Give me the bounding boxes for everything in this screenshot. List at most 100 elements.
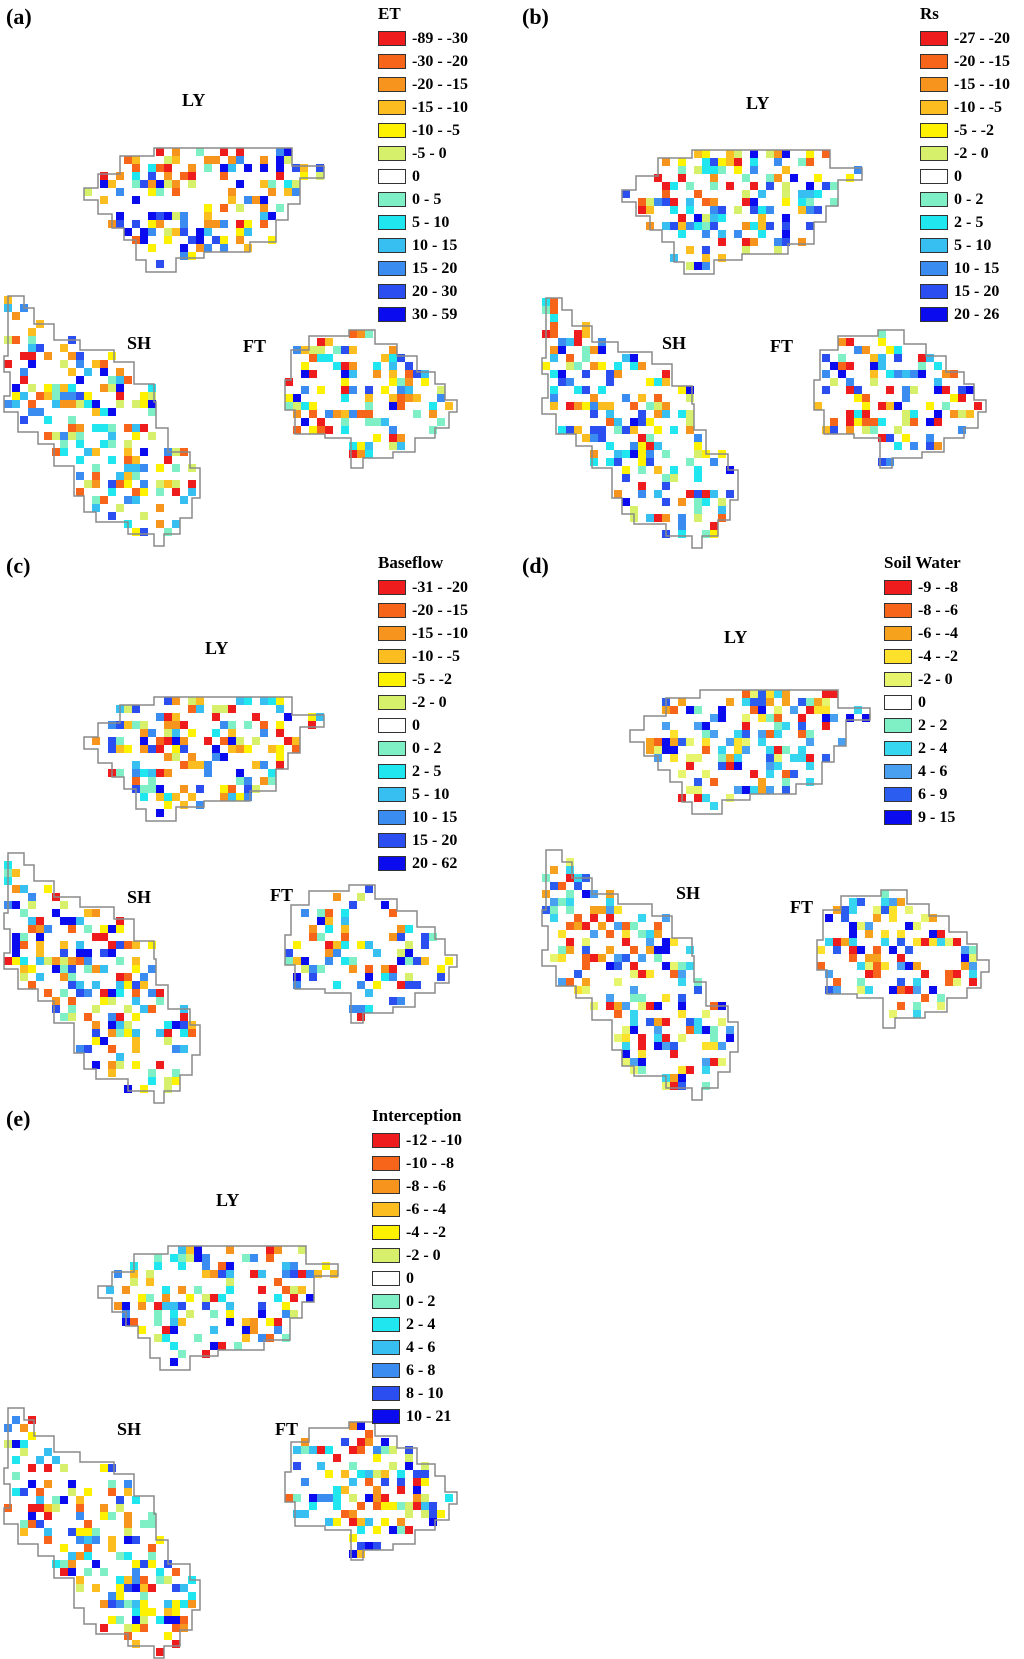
raster-cell	[622, 450, 630, 458]
legend-swatch	[378, 146, 406, 161]
raster-cell	[228, 188, 236, 196]
legend-item: -15 - -10	[920, 73, 1010, 96]
raster-cell	[140, 769, 148, 777]
raster-cell	[654, 930, 662, 938]
raster-cell	[718, 230, 726, 238]
raster-cell	[614, 978, 622, 986]
basin-outline	[813, 329, 987, 469]
raster-cell	[156, 148, 164, 156]
legend-range-label: -2 - 0	[412, 693, 447, 711]
raster-cell	[148, 1544, 156, 1552]
legend-swatch	[378, 672, 406, 687]
basin-outline	[541, 297, 739, 549]
raster-cell	[172, 713, 180, 721]
raster-cell	[284, 148, 292, 156]
raster-cell	[293, 426, 301, 434]
raster-cell	[598, 362, 606, 370]
raster-cell	[606, 402, 614, 410]
raster-cell	[188, 753, 196, 761]
legend-item: 0	[884, 691, 961, 714]
raster-cell	[929, 914, 937, 922]
raster-cell	[718, 754, 726, 762]
raster-cell	[574, 386, 582, 394]
raster-cell	[662, 450, 670, 458]
raster-cell	[300, 164, 308, 172]
raster-cell	[846, 362, 854, 370]
raster-cell	[694, 794, 702, 802]
raster-cell	[306, 1294, 314, 1302]
raster-cell	[833, 978, 841, 986]
raster-cell	[953, 970, 961, 978]
raster-cell	[758, 214, 766, 222]
raster-cell	[228, 721, 236, 729]
raster-cell	[558, 978, 566, 986]
legend-range-label: 4 - 6	[918, 762, 948, 780]
raster-cell	[268, 188, 276, 196]
raster-cell	[654, 1026, 662, 1034]
raster-cell	[301, 1446, 309, 1454]
raster-cell	[926, 402, 934, 410]
raster-cell	[686, 706, 694, 714]
raster-cell	[196, 244, 204, 252]
raster-cell	[108, 424, 116, 432]
raster-cell	[686, 1026, 694, 1034]
raster-cell	[92, 933, 100, 941]
raster-cell	[702, 490, 710, 498]
raster-cell	[84, 188, 92, 196]
raster-cell	[381, 973, 389, 981]
raster-cell	[202, 1294, 210, 1302]
raster-cell	[212, 156, 220, 164]
raster-cell	[220, 220, 228, 228]
raster-cell	[36, 344, 44, 352]
raster-cell	[116, 989, 124, 997]
raster-cell	[582, 346, 590, 354]
raster-cell	[325, 1518, 333, 1526]
raster-cell	[258, 1270, 266, 1278]
raster-cell	[84, 1045, 92, 1053]
raster-cell	[108, 1021, 116, 1029]
raster-cell	[854, 418, 862, 426]
raster-cell	[790, 754, 798, 762]
raster-cell	[341, 370, 349, 378]
raster-cell	[758, 778, 766, 786]
raster-cell	[164, 1576, 172, 1584]
raster-cell	[921, 970, 929, 978]
legend-range-label: -5 - -2	[412, 670, 452, 688]
legend-range-label: 20 - 30	[412, 282, 458, 300]
raster-cell	[373, 1526, 381, 1534]
raster-cell	[806, 698, 814, 706]
raster-cell	[140, 1616, 148, 1624]
raster-cell	[654, 946, 662, 954]
raster-cell	[156, 488, 164, 496]
raster-cell	[76, 456, 84, 464]
raster-cell	[12, 885, 20, 893]
raster-cell	[210, 1342, 218, 1350]
raster-cell	[630, 418, 638, 426]
raster-cell	[108, 440, 116, 448]
raster-cell	[204, 761, 212, 769]
basin-outline	[284, 1421, 458, 1561]
raster-cell	[132, 1576, 140, 1584]
raster-cell	[429, 426, 437, 434]
raster-cell	[293, 394, 301, 402]
raster-cell	[582, 978, 590, 986]
raster-cell	[606, 994, 614, 1002]
raster-cell	[124, 721, 132, 729]
raster-cell	[654, 746, 662, 754]
raster-cell	[357, 1526, 365, 1534]
raster-cell	[646, 378, 654, 386]
raster-cell	[349, 346, 357, 354]
raster-cell	[212, 236, 220, 244]
legend-range-label: 10 - 15	[412, 236, 458, 254]
raster-cell	[172, 1069, 180, 1077]
raster-cell	[100, 424, 108, 432]
raster-cell	[758, 730, 766, 738]
raster-cell	[276, 753, 284, 761]
raster-cell	[950, 370, 958, 378]
raster-cell	[357, 450, 365, 458]
raster-cell	[124, 1512, 132, 1520]
raster-cell	[220, 753, 228, 761]
raster-cell	[220, 148, 228, 156]
raster-cell	[260, 156, 268, 164]
raster-cell	[148, 729, 156, 737]
